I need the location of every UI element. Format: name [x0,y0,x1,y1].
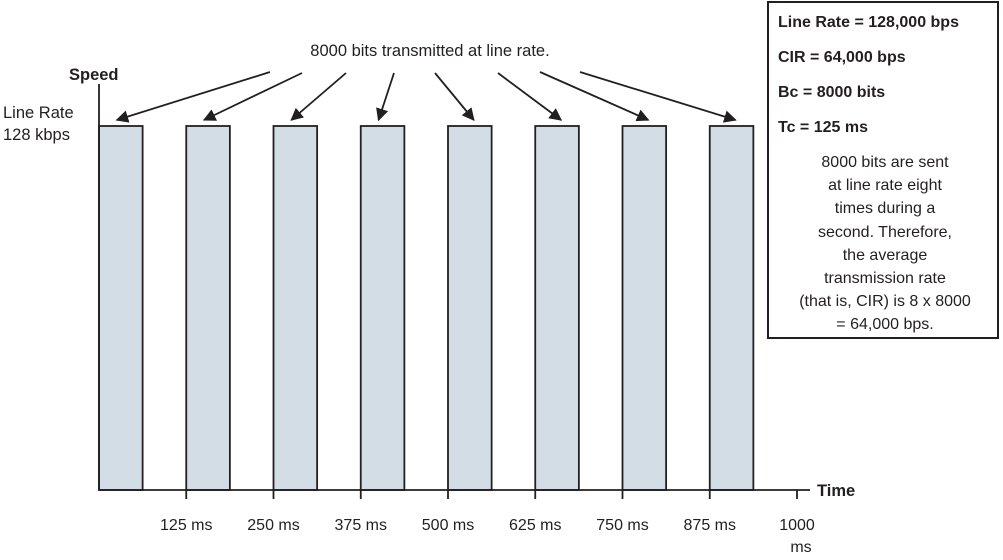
transmission-bar-7 [621,125,668,491]
transmission-bar-3 [272,125,319,491]
annotation-arrow-3 [290,72,347,121]
annotation-arrow-1 [115,71,271,123]
annotation-arrow-5 [434,72,475,121]
info-note: 8000 bits are sent at line rate eight ti… [773,151,997,337]
line-rate-value-label: 128 kbps [3,126,70,144]
info-note-line: times during a [834,200,936,218]
info-note-line: (that is, CIR) is 8 x 8000 [799,293,971,311]
transmission-bar-5 [447,125,493,491]
transmission-bar-4 [359,125,406,491]
transmission-bar-6 [534,125,580,491]
info-note-line: = 64,000 bps. [836,316,934,334]
annotation-arrow-6 [497,72,563,121]
arrows-group [115,71,737,123]
bars-group [98,125,755,491]
transmission-bar-2 [185,125,231,491]
info-note-line: the average [842,246,928,264]
x-ticks-group: 125 ms 250 ms 375 ms 500 ms 625 ms 750 ms 875 … [160,490,815,534]
y-axis-label: Speed [69,66,119,84]
x-tick-label-750: 750 ms [596,517,648,534]
annotation-text: 8000 bits transmitted at line rate. [310,42,549,60]
x-tick-label-1000: 1000 [779,517,815,534]
tc-param: Tc = 125 ms [778,119,868,136]
x-tick-label-125: 125 ms [160,517,212,534]
x-tick-label-500: 500 ms [422,517,474,534]
info-note-line: at line rate eight [828,177,942,195]
annotation-arrow-7 [539,71,650,122]
annotation-arrow-2 [202,72,303,121]
line-rate-param: Line Rate = 128,000 bps [778,14,959,31]
x-axis-label: Time [817,482,855,500]
transmission-bar-1 [98,125,144,491]
tick-unit-label: ms [790,539,811,556]
line-rate-label: Line Rate [3,104,74,122]
annotation-arrow-4 [376,72,395,122]
annotation-arrow-8 [579,71,737,123]
info-note-line: transmission rate [824,270,946,288]
info-note-line: 8000 bits are sent [821,154,949,171]
transmission-bar-8 [708,125,755,491]
x-tick-label-250: 250 ms [247,517,299,534]
info-note-line: second. Therefore, [817,223,952,241]
info-box: Line Rate = 128,000 bps CIR = 64,000 bps… [767,1,999,339]
cir-param: CIR = 64,000 bps [778,49,906,66]
x-tick-label-875: 875 ms [684,517,736,534]
bc-param: Bc = 8000 bits [778,84,886,101]
x-tick-label-375: 375 ms [335,517,387,534]
x-tick-label-625: 625 ms [509,517,561,534]
